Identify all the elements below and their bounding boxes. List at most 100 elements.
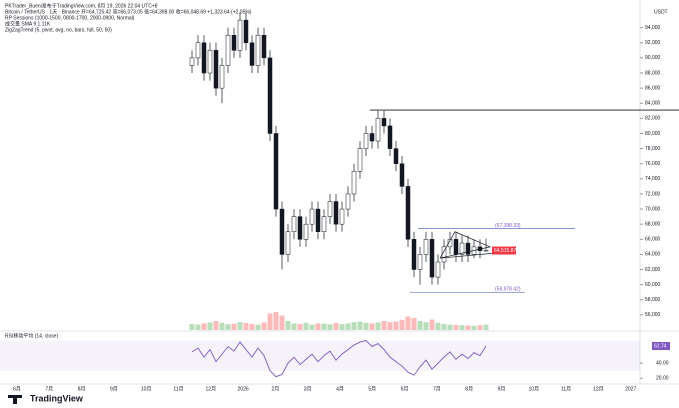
- x-tick-label: 6月: [401, 386, 409, 392]
- candle-body: [219, 65, 225, 89]
- x-tick-label: 7月: [45, 386, 53, 392]
- triangle-pattern: [439, 231, 506, 259]
- x-tick-label: 2026: [238, 386, 249, 392]
- volume-bar: [411, 318, 417, 330]
- x-tick-label: 2月: [272, 386, 280, 392]
- candle-body: [465, 242, 471, 255]
- price-tag-label: 64,515.87: [494, 248, 516, 254]
- y-tick-label: 58,000: [645, 297, 661, 303]
- volume-bar: [351, 322, 357, 330]
- y-tick-label: 64,000: [645, 252, 661, 258]
- volume-bar: [393, 321, 399, 330]
- volume-bar: [267, 313, 273, 330]
- candle-body: [201, 42, 207, 74]
- volume-bar: [441, 324, 447, 330]
- volume-bar: [381, 321, 387, 330]
- volume-bar: [447, 324, 453, 330]
- candle-body: [297, 216, 303, 240]
- volume-bar: [273, 312, 279, 330]
- x-tick-label: 6月: [13, 386, 21, 392]
- volume-bar: [339, 324, 345, 330]
- y-tick-label: 66,000: [645, 237, 661, 243]
- candle-body: [237, 19, 243, 51]
- y-tick-label: 84,000: [645, 101, 661, 107]
- rsi-tick-label: 20.00: [656, 376, 669, 382]
- volume-bar: [297, 324, 303, 330]
- rsi-title: RSI移动平均 (14, close): [5, 332, 58, 339]
- volume-bar: [201, 323, 207, 330]
- y-tick-label: 94,000: [645, 25, 661, 31]
- x-tick-label: 12月: [593, 386, 604, 392]
- candle-body: [369, 133, 375, 142]
- candle-body: [423, 239, 429, 255]
- x-tick-label: 10月: [529, 386, 540, 392]
- rsi-tag-label: 62.74: [654, 343, 667, 349]
- y-tick-label: 80,000: [645, 131, 661, 137]
- header: ZigZagTrend (5, pivot, avg, no, bars, fu…: [5, 27, 112, 33]
- volume-bar: [483, 324, 489, 330]
- candle-body: [327, 201, 333, 217]
- volume-bar: [207, 322, 213, 330]
- volume-bar: [435, 322, 441, 330]
- volume-bar: [243, 323, 249, 330]
- volume-bar: [225, 324, 231, 330]
- candle-body: [483, 250, 489, 252]
- candle-body: [255, 34, 261, 66]
- candle-body: [321, 216, 327, 232]
- volume-bar: [363, 322, 369, 330]
- candle-body: [315, 208, 321, 232]
- candle-body: [231, 34, 237, 51]
- volume-bar: [219, 322, 225, 330]
- candle-body: [207, 50, 213, 74]
- volume-bar: [453, 324, 459, 330]
- x-tick-label: 9月: [498, 386, 506, 392]
- rsi-line: [191, 340, 487, 378]
- volume-bar: [423, 322, 429, 330]
- volume-bar: [237, 322, 243, 330]
- candle-body: [261, 34, 267, 59]
- volume-bar: [291, 323, 297, 330]
- y-tick-label: 78,000: [645, 146, 661, 152]
- volume-bar: [327, 324, 333, 330]
- y-tick-label: 90,000: [645, 55, 661, 61]
- volume-bar: [459, 325, 465, 330]
- candle-body: [381, 118, 387, 127]
- candle-body: [351, 171, 357, 195]
- y-tick-label: 62,000: [645, 267, 661, 273]
- x-tick-label: 10月: [141, 386, 152, 392]
- y-tick-label: 88,000: [645, 70, 661, 76]
- candle-body: [363, 133, 369, 149]
- candle-body: [393, 148, 399, 164]
- y-tick-label: 70,000: [645, 206, 661, 212]
- candle-body: [417, 254, 423, 270]
- candle-body: [405, 186, 411, 240]
- candle-body: [303, 223, 309, 240]
- candle-body: [345, 193, 351, 210]
- volume-bar: [345, 323, 351, 330]
- x-tick-label: 4月: [336, 386, 344, 392]
- x-tick-label: 5月: [368, 386, 376, 392]
- candle-body: [411, 239, 417, 270]
- currency: USDT: [654, 9, 668, 15]
- header: 成交量 SMA 9 1.11K: [5, 20, 51, 27]
- candle-body: [309, 208, 315, 225]
- candle-body: [291, 216, 297, 232]
- header: Bitcoin / TetherUS · 1天 · Binance 开=64,7…: [5, 8, 252, 15]
- volume-bar: [375, 322, 381, 330]
- volume-bar: [309, 324, 315, 330]
- candle-body: [285, 231, 291, 255]
- volume-bar: [477, 325, 483, 330]
- rsi-tick-label: 40.00: [656, 360, 669, 366]
- candle-body: [339, 208, 345, 225]
- volume-bar: [213, 321, 219, 330]
- x-tick-label: 8月: [78, 386, 86, 392]
- volume-bar: [387, 322, 393, 330]
- volume-bar: [321, 323, 327, 330]
- x-tick-label: 11月: [173, 386, 183, 392]
- y-tick-label: 56,000: [645, 312, 661, 318]
- volume-bar: [255, 324, 261, 330]
- brand: TradingView: [30, 393, 84, 403]
- volume-bar: [429, 319, 435, 330]
- volume-bar: [471, 325, 477, 330]
